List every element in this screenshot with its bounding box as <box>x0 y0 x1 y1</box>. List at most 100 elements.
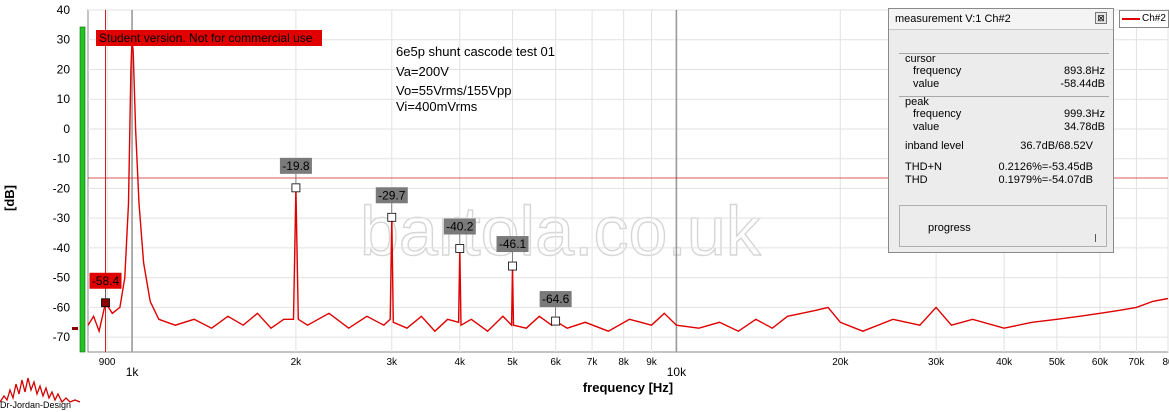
peak-label: -19.8 <box>282 159 310 173</box>
y-tick-label: 30 <box>57 33 71 47</box>
cursor-value-value: -58.44dB <box>1060 78 1105 90</box>
progress-label: progress <box>928 222 971 234</box>
peak-marker <box>455 244 465 253</box>
legend[interactable]: Ch#2 <box>1119 10 1169 28</box>
peak-marker <box>508 261 517 271</box>
level-meter-marker <box>72 327 78 330</box>
peak-frequency-row: frequency 999.3Hz <box>899 108 1105 121</box>
y-tick-label: 10 <box>57 92 71 106</box>
x-tick-label: 60k <box>1092 357 1109 368</box>
peak-label: -29.7 <box>378 188 406 202</box>
cursor-value-row: value -58.44dB <box>899 78 1105 91</box>
peak-label-bg <box>279 157 312 174</box>
x-tick-label: 50k <box>1049 357 1066 368</box>
measurement-title[interactable]: measurement V:1 Ch#2 <box>889 9 1113 30</box>
legend-swatch <box>1122 18 1140 20</box>
peak-label-bg <box>89 272 122 289</box>
watermark-text: bartola.co.uk <box>360 192 762 270</box>
x-tick-label: 1k <box>126 365 140 379</box>
logo-text: Dr-Jordan-Design <box>0 400 72 410</box>
note-line-3: Vo=55Vrms/155Vpp <box>396 83 512 98</box>
peak-label-bg <box>375 187 408 204</box>
peak-frequency-label: frequency <box>913 108 962 120</box>
logo-waveform-icon <box>0 377 80 404</box>
peak-group-label: peak <box>905 96 929 108</box>
y-tick-label: -70 <box>53 330 71 344</box>
thd-value: 0.1979%=-54.07dB <box>998 174 1094 186</box>
y-tick-label: -40 <box>53 241 71 255</box>
x-tick-label: 70k <box>1128 357 1145 368</box>
x-axis-label: frequency [Hz] <box>583 380 673 395</box>
company-logo <box>0 377 80 404</box>
peak-label: -46.1 <box>499 237 527 251</box>
x-tick-label: 7k <box>587 357 599 368</box>
peak-marker <box>101 298 110 308</box>
cursor-frequency-label: frequency <box>913 65 962 77</box>
student-banner: Student version. Not for commercial use <box>99 31 313 45</box>
series-line-ch2 <box>87 39 1169 334</box>
peak-label: -40.2 <box>446 220 474 234</box>
student-banner-bg <box>96 30 322 46</box>
thdn-label: THD+N <box>905 161 942 173</box>
x-tick-label: 80 <box>1162 357 1169 368</box>
inband-label: inband level <box>905 140 964 152</box>
y-tick-label: 20 <box>57 62 71 76</box>
y-tick-label: -20 <box>53 181 71 195</box>
cursor-value-label: value <box>913 78 940 90</box>
x-tick-label: 900 <box>99 357 116 368</box>
cursor-frequency-value: 893.8Hz <box>1064 65 1105 77</box>
x-tick-label: 3k <box>386 357 398 368</box>
level-meter-bar <box>79 26 86 353</box>
note-line-2: Va=200V <box>396 64 449 79</box>
peak-value-row: value 34.78dB <box>899 121 1105 134</box>
peak-label: -58.4 <box>92 274 120 288</box>
y-tick-label: 40 <box>57 3 71 17</box>
peak-marker <box>291 183 301 193</box>
peak-label-bg <box>443 218 476 235</box>
inband-row: inband level 36.7dB/68.52V <box>905 140 1105 153</box>
measurement-window[interactable]: measurement V:1 Ch#2 ⊠ cursor frequency … <box>888 8 1114 253</box>
x-tick-label: 4k <box>455 357 467 368</box>
x-tick-label: 8k <box>618 357 630 368</box>
cursor-group: cursor frequency 893.8Hz value -58.44dB <box>899 53 1109 90</box>
peak-label-bg <box>539 291 572 308</box>
cursor-frequency-row: frequency 893.8Hz <box>899 65 1105 78</box>
x-tick-label: 10k <box>667 365 687 379</box>
y-tick-label: -50 <box>53 271 71 285</box>
y-tick-labels: 40 30 20 10 0 -10 -20 -30 -40 -50 -60 -70 <box>53 3 71 344</box>
peak-label-bg <box>496 236 529 253</box>
note-line-1: 6e5p shunt cascode test 01 <box>396 44 555 59</box>
y-tick-label: -60 <box>53 300 71 314</box>
peak-label: -64.6 <box>542 292 570 306</box>
thd-label: THD <box>905 174 928 186</box>
x-tick-labels: 900 1k 2k 3k 4k 5k 6k 7k 8k 9k 10k 20k 30k 40k 50k 60k 7… <box>99 357 1169 379</box>
x-tick-label: 30k <box>928 357 945 368</box>
thdn-row: THD+N 0.2126%=-53.45dB <box>905 161 1105 174</box>
y-tick-label: -30 <box>53 211 71 225</box>
x-tick-label: 6k <box>550 357 562 368</box>
x-tick-label: 5k <box>507 357 519 368</box>
peak-labels: -58.4 -19.8 -29.7 -40.2 -46.1 -64.6 <box>89 157 572 326</box>
peak-frequency-value: 999.3Hz <box>1064 108 1105 120</box>
x-tick-label: 20k <box>832 357 849 368</box>
inband-value: 36.7dB/68.52V <box>1020 140 1093 152</box>
x-tick-label: 40k <box>996 357 1013 368</box>
progress-indicator <box>1095 234 1096 242</box>
y-tick-label: -10 <box>53 152 71 166</box>
x-tick-label: 9k <box>646 357 658 368</box>
x-tick-label: 2k <box>291 357 303 368</box>
peak-group: peak frequency 999.3Hz value 34.78dB <box>899 96 1109 133</box>
y-tick-label: 0 <box>63 122 70 136</box>
progress-panel: progress <box>899 205 1107 247</box>
legend-label: Ch#2 <box>1142 13 1166 24</box>
thdn-value: 0.2126%=-53.45dB <box>998 161 1094 173</box>
note-line-4: Vi=400mVrms <box>396 99 478 114</box>
thd-row: THD 0.1979%=-54.07dB <box>905 174 1105 187</box>
peak-marker <box>387 212 397 222</box>
y-axis-label: [dB] <box>2 185 17 211</box>
peak-value-value: 34.78dB <box>1064 121 1105 133</box>
peak-marker <box>551 316 561 326</box>
cursor-group-label: cursor <box>905 53 936 65</box>
peak-value-label: value <box>913 121 940 133</box>
close-icon[interactable]: ⊠ <box>1095 12 1107 24</box>
